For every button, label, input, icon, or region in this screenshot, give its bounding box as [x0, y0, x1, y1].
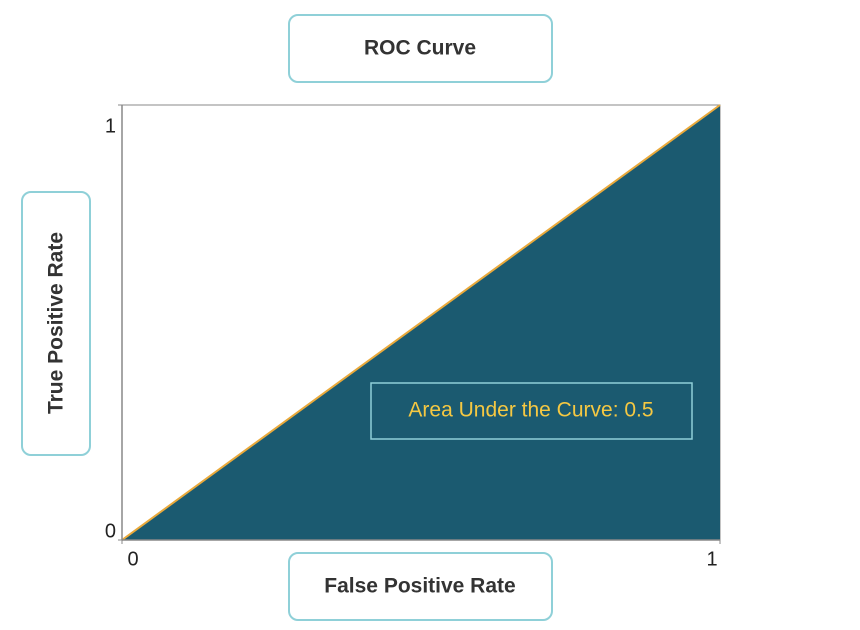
chart-title: ROC Curve — [364, 37, 476, 60]
y-axis-label: True Positive Rate — [45, 232, 68, 414]
x-tick-label: 1 — [706, 548, 717, 570]
x-tick-label: 0 — [127, 548, 138, 570]
x-label-box — [288, 552, 553, 621]
y-tick-label: 1 — [105, 115, 116, 137]
annotation-box — [370, 382, 693, 440]
curve — [121, 104, 721, 541]
x-axis-label: False Positive Rate — [324, 575, 515, 598]
title-box — [288, 14, 553, 83]
y-label-box — [21, 191, 91, 456]
y-tick-label: 0 — [105, 520, 116, 542]
annotation: Area Under the Curve: 0.5 — [408, 399, 653, 422]
